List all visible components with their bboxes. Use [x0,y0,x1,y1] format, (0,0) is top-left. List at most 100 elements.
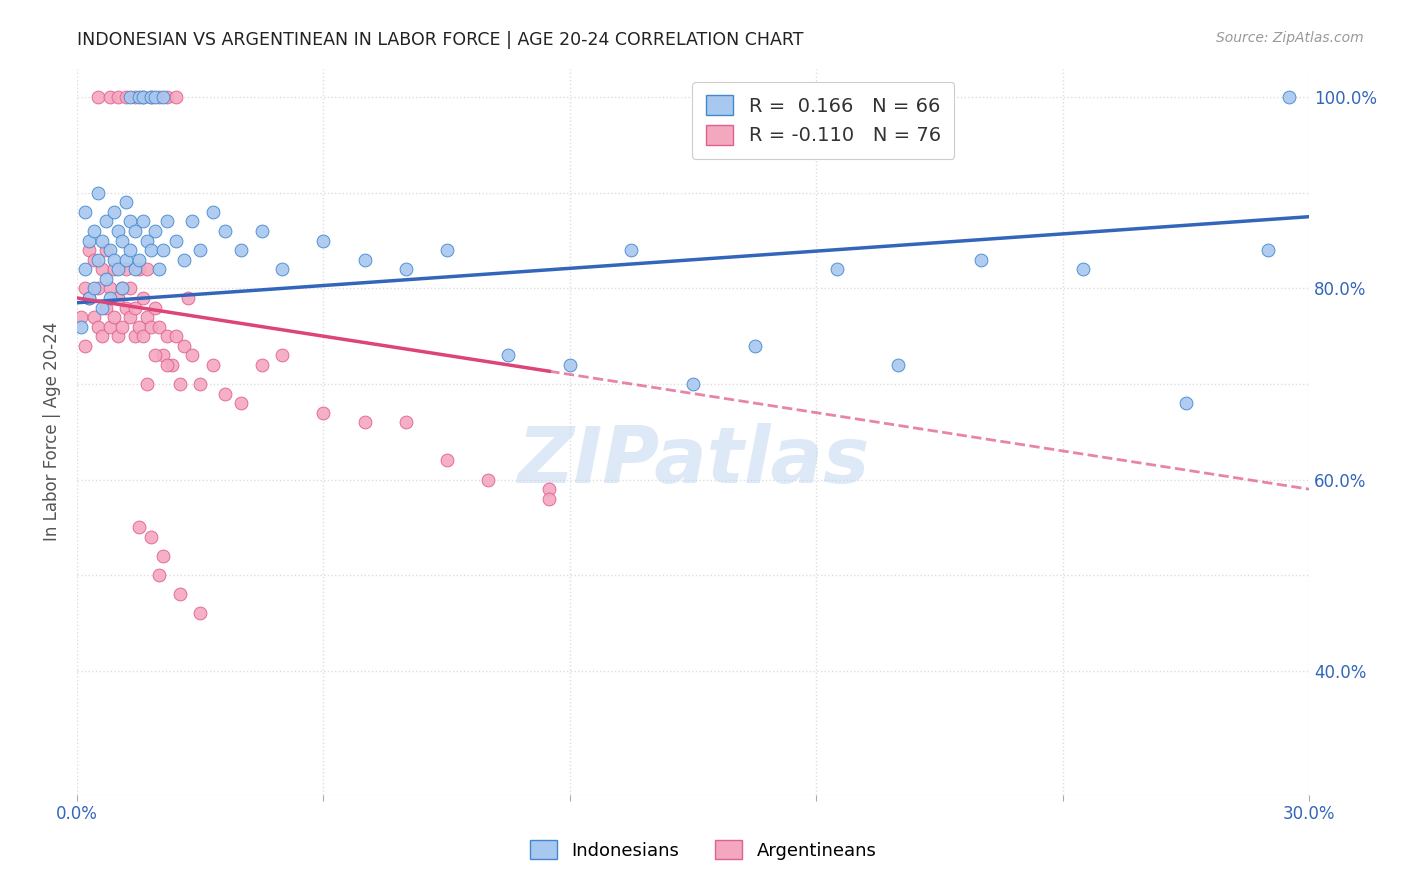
Point [83,310,105,324]
Point [128,319,150,334]
Point [98,90,121,104]
Point [312,234,335,248]
Point [111,234,134,248]
Point [98,243,121,257]
Point [139,90,162,104]
Point [169,376,191,391]
Text: INDONESIAN VS ARGENTINEAN IN LABOR FORCE | AGE 20-24 CORRELATION CHART: INDONESIAN VS ARGENTINEAN IN LABOR FORCE… [77,31,804,49]
Point [107,329,129,343]
Point [124,224,146,238]
Point [90,234,112,248]
Point [143,224,166,238]
Point [148,90,170,104]
Point [128,520,150,534]
Point [94,301,117,315]
Point [83,224,105,238]
Point [177,291,200,305]
Point [394,262,416,277]
Point [124,90,146,104]
Point [115,90,138,104]
Point [143,90,166,104]
Point [70,310,93,324]
Point [79,234,101,248]
Point [98,281,121,295]
Point [83,281,105,295]
Point [124,262,146,277]
Point [152,243,174,257]
Point [79,291,101,305]
Point [115,262,138,277]
Point [75,281,97,295]
Point [86,281,108,295]
Point [744,339,766,353]
Point [353,415,375,429]
Point [132,90,155,104]
Point [231,396,253,410]
Point [132,291,155,305]
Point [86,90,108,104]
Point [135,376,157,391]
Text: Source: ZipAtlas.com: Source: ZipAtlas.com [1216,31,1364,45]
Point [103,205,125,219]
Point [156,329,179,343]
Point [152,348,174,362]
Point [132,329,155,343]
Point [231,243,253,257]
Point [156,358,179,372]
Point [165,329,187,343]
Point [94,272,117,286]
Point [120,243,142,257]
Point [75,339,97,353]
Point [94,243,117,257]
Point [111,281,134,295]
Point [214,386,236,401]
Point [124,301,146,315]
Point [538,491,561,506]
Point [148,568,170,582]
Point [79,243,101,257]
Point [214,224,236,238]
Point [120,214,142,228]
Point [201,205,224,219]
Point [94,214,117,228]
Point [165,234,187,248]
Point [86,252,108,267]
Point [353,252,375,267]
Point [312,406,335,420]
Point [86,319,108,334]
Point [120,90,142,104]
Point [79,291,101,305]
Point [90,301,112,315]
Point [139,319,162,334]
Point [128,252,150,267]
Point [120,310,142,324]
Point [250,224,273,238]
Point [132,214,155,228]
Point [165,90,187,104]
Point [139,243,162,257]
Point [115,301,138,315]
Point [620,243,643,257]
Point [103,252,125,267]
Point [1174,396,1197,410]
Point [143,301,166,315]
Point [1277,90,1299,104]
Point [124,329,146,343]
Point [98,291,121,305]
Point [148,319,170,334]
Point [156,90,179,104]
Point [160,358,183,372]
Text: ZIPatlas: ZIPatlas [517,423,869,499]
Point [107,262,129,277]
Point [115,195,138,210]
Point [128,262,150,277]
Point [70,319,93,334]
Point [1071,262,1094,277]
Point [98,319,121,334]
Point [75,205,97,219]
Point [86,186,108,200]
Point [90,262,112,277]
Point [152,90,174,104]
Point [143,348,166,362]
Point [132,90,155,104]
